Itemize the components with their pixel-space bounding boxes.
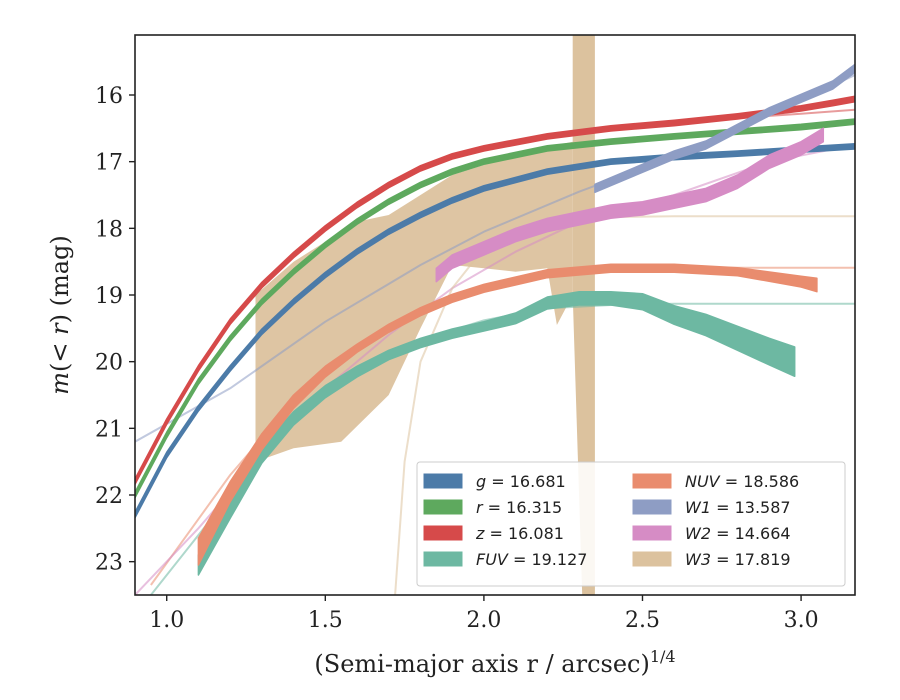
legend-label-z: z = 16.081 (475, 524, 564, 543)
legend-label-r: r = 16.315 (476, 498, 562, 517)
series-w1-profile (594, 63, 855, 194)
legend-swatch-nuv (632, 473, 672, 489)
legend: g = 16.681 r = 16.315 z = 16.081 FUV = 19.1… (416, 461, 846, 587)
legend-swatch-w2 (632, 525, 672, 541)
legend-swatch-r (423, 499, 463, 515)
legend-swatch-z (423, 525, 463, 541)
series-nuv-profile (197, 263, 818, 566)
series-w3-spike (572, 35, 595, 595)
y-tick-label: 22 (95, 484, 123, 509)
y-tick-label: 17 (95, 151, 123, 176)
y-tick-label: 16 (95, 84, 123, 109)
legend-label-g: g = 16.681 (476, 472, 566, 491)
y-axis-label: m(< r) (mag) (46, 235, 74, 395)
x-tick-label: 2.0 (466, 608, 501, 633)
series-layer (135, 35, 855, 595)
x-tick-label: 3.0 (784, 608, 819, 633)
x-axis-label: (Semi-major axis r / arcsec)1/4 (314, 647, 675, 678)
legend-label-w2: W2 = 14.664 (685, 524, 791, 543)
series-z-profile (135, 95, 855, 486)
legend-box (416, 461, 846, 587)
y-tick-label: 20 (95, 351, 123, 376)
x-tick-label: 2.5 (625, 608, 660, 633)
x-tick-label: 1.0 (149, 608, 184, 633)
series-r-profile (135, 118, 855, 499)
series-fuv-profile (197, 290, 796, 576)
y-tick-label: 19 (95, 284, 123, 309)
y-tick-label: 18 (95, 217, 123, 242)
legend-label-nuv: NUV = 18.586 (685, 472, 799, 491)
legend-label-w1: W1 = 13.587 (685, 498, 791, 517)
series-g-profile (135, 142, 855, 519)
legend-label-w3: W3 = 17.819 (685, 550, 791, 569)
y-tick-label: 21 (95, 417, 123, 442)
legend-swatch-fuv (423, 551, 463, 567)
legend-label-fuv: FUV = 19.127 (476, 550, 587, 569)
x-tick-label: 1.5 (308, 608, 343, 633)
legend-swatch-w1 (632, 499, 672, 515)
legend-swatch-g (423, 473, 463, 489)
ticks-layer: 1.0 1.5 2.0 2.5 3.0 16 17 18 19 20 21 22 23 (95, 84, 819, 633)
series-w2-profile (435, 127, 825, 283)
legend-swatch-w3 (632, 551, 672, 567)
y-tick-label: 23 (95, 551, 123, 576)
plot-frame (134, 34, 856, 596)
